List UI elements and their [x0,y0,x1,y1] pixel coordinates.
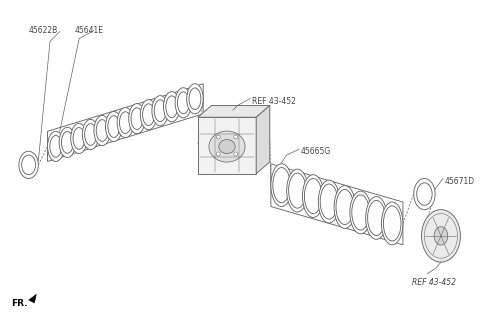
Ellipse shape [164,92,180,122]
Ellipse shape [318,180,340,223]
Text: 45622B: 45622B [29,26,58,35]
Text: 45671D: 45671D [445,176,475,185]
Ellipse shape [209,131,245,162]
Ellipse shape [187,84,203,114]
Ellipse shape [106,111,122,142]
Ellipse shape [216,135,220,139]
Ellipse shape [287,169,308,212]
Ellipse shape [140,99,157,130]
Ellipse shape [434,227,448,245]
Polygon shape [256,106,270,174]
Ellipse shape [302,175,324,217]
Ellipse shape [152,96,168,126]
Ellipse shape [129,104,145,134]
Ellipse shape [59,127,76,157]
Ellipse shape [219,139,235,154]
Text: FR.: FR. [11,299,28,308]
Ellipse shape [350,191,372,234]
Ellipse shape [94,116,110,146]
Ellipse shape [117,108,133,138]
Ellipse shape [83,119,99,149]
Text: 45641E: 45641E [74,26,103,35]
Ellipse shape [71,123,87,154]
Ellipse shape [414,178,435,210]
Ellipse shape [421,210,460,262]
Text: REF 43-452: REF 43-452 [412,278,456,287]
Ellipse shape [175,88,192,118]
Polygon shape [198,117,256,174]
Ellipse shape [366,196,387,239]
Ellipse shape [234,152,238,156]
Ellipse shape [382,202,403,245]
Polygon shape [29,294,36,303]
Ellipse shape [271,164,292,206]
Ellipse shape [48,131,64,161]
Ellipse shape [334,185,356,228]
Text: 45665G: 45665G [301,147,331,156]
Text: REF 43-452: REF 43-452 [252,97,296,106]
Ellipse shape [19,151,38,178]
Polygon shape [198,106,270,117]
Ellipse shape [216,152,220,156]
Ellipse shape [234,135,238,139]
